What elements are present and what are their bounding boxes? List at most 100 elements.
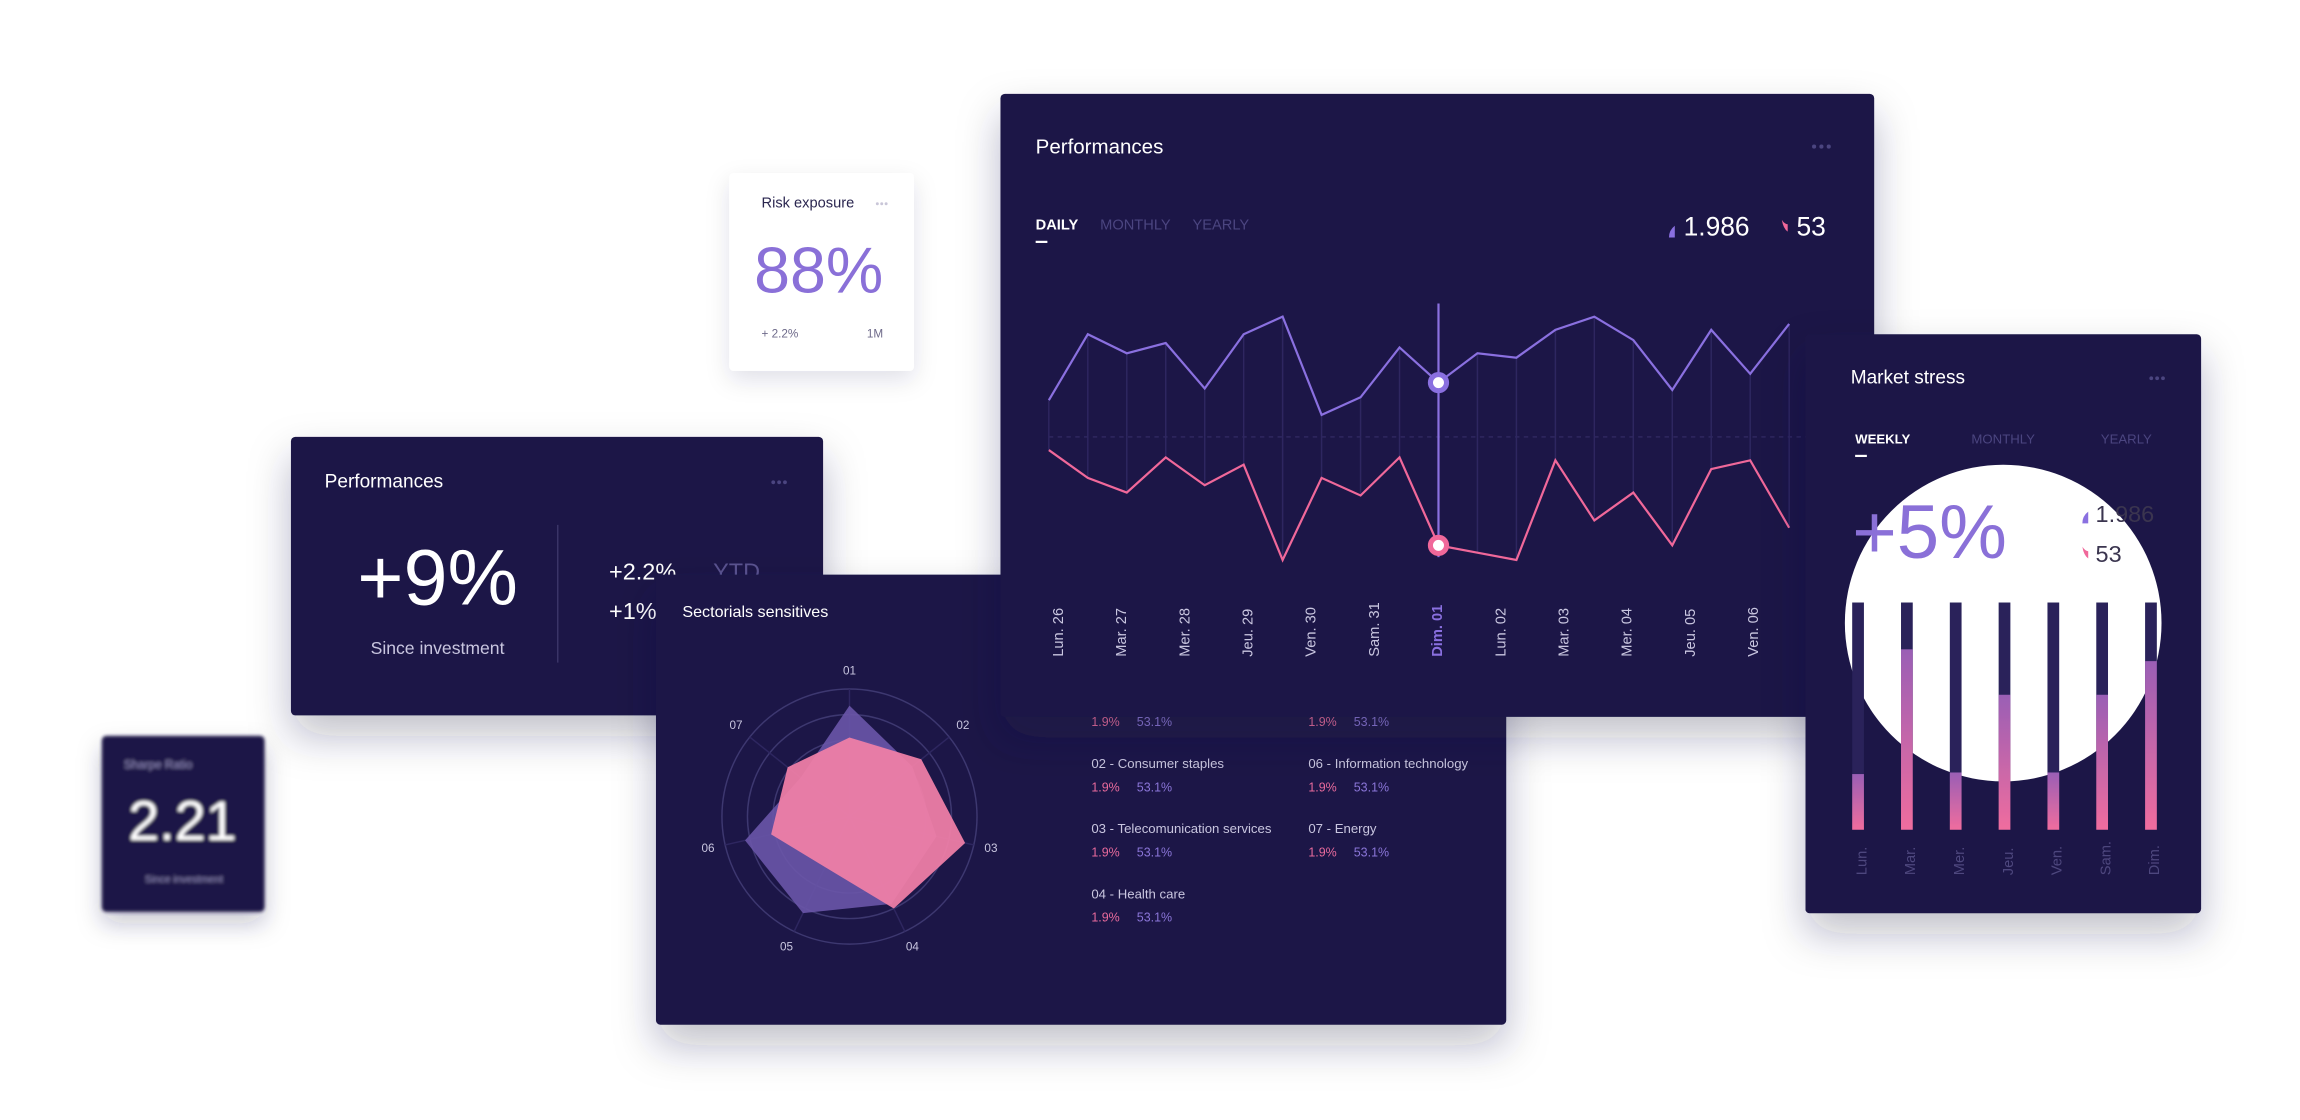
x-tick-label: Sam. (2098, 841, 2114, 875)
x-tick-label: Mar. (1903, 847, 1919, 875)
bar-track (1949, 602, 1962, 830)
card-value: +9% (357, 532, 518, 621)
bar (2145, 661, 2157, 830)
x-tick-label: Ven. (2050, 846, 2066, 875)
radar-axis-label: 02 (956, 719, 969, 732)
item-share: 1.9% (1308, 780, 1336, 794)
x-tick-label: Lun. 26 (1051, 608, 1067, 657)
item-share: 1.9% (1308, 715, 1336, 729)
card-title: Sectorials sensitives (682, 603, 828, 621)
tab-active[interactable]: DAILY (1036, 218, 1079, 234)
x-tick-label: Lun. (1854, 847, 1870, 875)
card-period: 1M (867, 327, 883, 340)
item-weight: 53.1% (1137, 780, 1172, 794)
item-share: 1.9% (1308, 845, 1336, 859)
item-weight: 53.1% (1137, 845, 1172, 859)
stat-value: 1.986 (1684, 212, 1750, 242)
item-weight: 53.1% (1137, 911, 1172, 925)
card-change: + 2.2% (762, 327, 799, 340)
card-title: Market stress (1851, 367, 1965, 388)
stat-value: +1% (609, 598, 657, 624)
line-plot: Lun. 26 Mar. 27 Mer. 28 Jeu. 29 Ven. 30 Sam. … (1047, 303, 1791, 657)
item-name: 02 - Consumer staples (1091, 756, 1224, 771)
radar-axis-label: 06 (701, 842, 714, 855)
item-share: 1.9% (1091, 715, 1119, 729)
risk-card: Risk exposure 88% + 2.2% 1M (729, 172, 914, 371)
bar-track (2047, 602, 2060, 830)
x-tick-label: Mer. (1952, 847, 1968, 875)
bar (1901, 649, 1913, 830)
bar (2096, 694, 2109, 830)
card-value: 2.21 (128, 790, 236, 852)
card-bg (101, 735, 265, 912)
tab-active[interactable]: WEEKLY (1855, 431, 1910, 446)
x-tick-label: Lun. 02 (1493, 608, 1509, 657)
item-share: 1.9% (1091, 780, 1119, 794)
item-weight: 53.1% (1354, 715, 1389, 729)
x-tick-label: Sam. 31 (1367, 602, 1383, 657)
bar (1949, 772, 1962, 830)
stat-icon (1781, 219, 1788, 232)
card-caption: Since investment (145, 874, 223, 885)
active-point (1427, 371, 1450, 394)
item-name: 06 - Information technology (1308, 756, 1468, 771)
item-weight: 53.1% (1354, 780, 1389, 794)
tab[interactable]: MONTHLY (1100, 218, 1171, 234)
radar-area (771, 737, 966, 909)
stat-value: 53 (1796, 212, 1825, 242)
x-tick-label: Jeu. (2001, 847, 2017, 875)
card-value: 88% (754, 235, 883, 307)
x-tick-label: Dim. (2147, 845, 2163, 875)
stat-icon (1668, 225, 1675, 238)
radar-axis-label: 04 (906, 940, 920, 953)
radar-axis-label: 03 (984, 842, 997, 855)
card-title: Sharpe Ratio (124, 758, 193, 771)
menu-dots[interactable] (875, 202, 888, 206)
stat-icon (2082, 511, 2089, 524)
bar (1998, 694, 2011, 830)
card-title: Performances (325, 471, 444, 492)
performance-card: Performances DAILY MONTHLY YEARLY 1.986 … (1000, 93, 1875, 717)
stress-card: Market stress WEEKLY MONTHLY YEARLY Lun.… (1805, 334, 2202, 914)
x-tick-label: Jeu. 29 (1241, 609, 1257, 657)
sharpe-card: Sharpe Ratio 2.21 Since investment (101, 735, 265, 912)
item-share: 1.9% (1091, 845, 1119, 859)
tab[interactable]: YEARLY (1193, 218, 1250, 234)
bar-track (1852, 602, 1864, 830)
stat-icon (2082, 546, 2089, 559)
card-caption: Since investment (371, 638, 505, 658)
bar-plot: Lun. Mar. Mer. Jeu. Ven. Sam. Dim. (1852, 602, 2163, 875)
x-tick-label: Mar. 03 (1556, 608, 1572, 657)
menu-dots[interactable] (771, 480, 787, 485)
item-name: 03 - Telecomunication services (1091, 821, 1271, 836)
radar-axis-label: 07 (729, 719, 742, 732)
x-tick-label: Ven. 06 (1746, 607, 1762, 657)
menu-dots[interactable] (2149, 376, 2165, 381)
item-share: 1.9% (1091, 911, 1119, 925)
summary-card: Performances +9% Since investment +2.2% … (290, 436, 824, 716)
x-tick-label: Dim. 01 (1430, 605, 1446, 657)
tab[interactable]: YEARLY (2101, 431, 2152, 446)
menu-dots[interactable] (1812, 144, 1831, 149)
radar-axis-label: 05 (780, 940, 794, 953)
card-value: +5% (1852, 490, 2007, 575)
tab[interactable]: MONTHLY (1971, 431, 2035, 446)
item-weight: 53.1% (1354, 845, 1389, 859)
item-weight: 53.1% (1137, 715, 1172, 729)
x-tick-label: Jeu. 05 (1683, 609, 1699, 657)
card-bg (729, 172, 914, 371)
card-title: Performances (1036, 135, 1164, 158)
item-name: 04 - Health care (1091, 886, 1185, 901)
bar (1852, 774, 1864, 830)
stat-value: 1.986 (2096, 501, 2155, 527)
radar-axis-label: 01 (843, 665, 856, 678)
x-tick-label: Mer. 04 (1620, 608, 1636, 657)
bar (2047, 772, 2060, 830)
active-point (1427, 534, 1450, 556)
line-series (1047, 315, 1791, 417)
card-title: Risk exposure (762, 196, 855, 212)
x-tick-label: Ven. 30 (1304, 607, 1320, 657)
item-name: 07 - Energy (1308, 821, 1377, 836)
